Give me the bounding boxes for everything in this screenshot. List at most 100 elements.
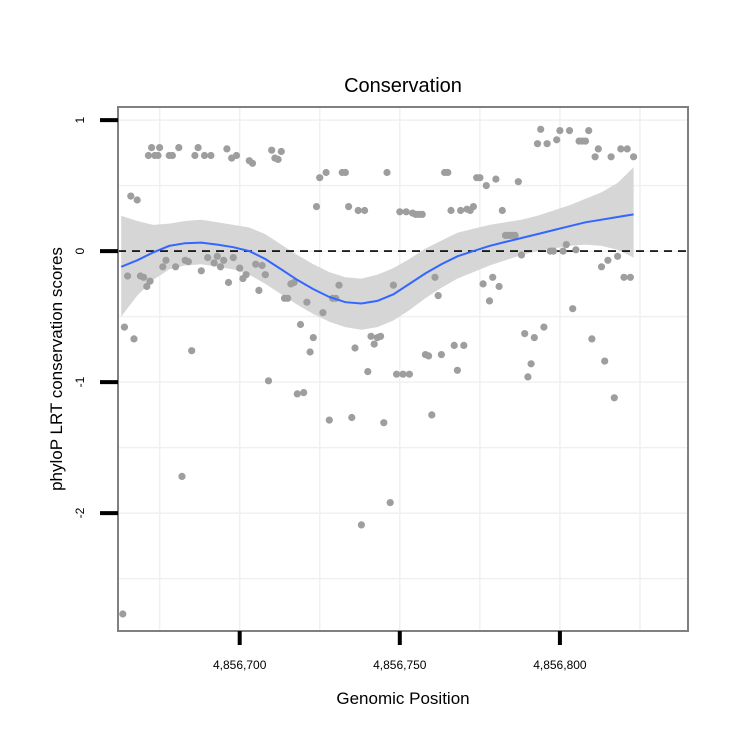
data-point bbox=[405, 370, 413, 378]
data-point bbox=[348, 413, 356, 422]
data-point bbox=[485, 297, 494, 305]
data-point bbox=[524, 373, 532, 381]
panel-border bbox=[117, 106, 689, 632]
data-point bbox=[159, 263, 167, 271]
x-axis-title: Genomic Position bbox=[336, 689, 469, 708]
data-point bbox=[617, 145, 625, 153]
data-point bbox=[386, 499, 394, 507]
y-axis-title: phyloP LRT conservation scores bbox=[47, 247, 66, 491]
data-point bbox=[389, 281, 397, 289]
x-axis: 4,856,700 4,856,750 4,856,800 bbox=[213, 631, 587, 672]
data-point bbox=[354, 206, 362, 215]
data-point bbox=[437, 351, 445, 359]
data-point bbox=[565, 127, 574, 135]
data-point bbox=[309, 334, 317, 342]
data-point bbox=[549, 247, 558, 255]
data-point bbox=[312, 203, 321, 211]
data-point bbox=[630, 153, 638, 161]
data-point bbox=[581, 137, 590, 145]
y-tick-label: -1 bbox=[73, 376, 87, 387]
data-point bbox=[197, 267, 205, 275]
y-axis: 1 0 -1 -2 bbox=[73, 116, 118, 518]
data-point bbox=[614, 252, 622, 260]
data-point bbox=[216, 263, 225, 271]
data-point bbox=[316, 174, 324, 182]
data-point bbox=[191, 151, 199, 160]
data-point bbox=[572, 246, 580, 254]
data-point bbox=[393, 370, 401, 378]
data-point bbox=[178, 472, 186, 480]
data-point bbox=[296, 320, 305, 329]
data-point bbox=[607, 153, 615, 161]
data-point bbox=[489, 273, 497, 281]
data-point bbox=[274, 155, 282, 163]
data-point bbox=[370, 340, 378, 348]
data-point bbox=[207, 151, 215, 160]
data-point bbox=[268, 146, 276, 154]
data-point bbox=[517, 251, 526, 259]
data-point bbox=[248, 159, 257, 167]
data-point bbox=[434, 292, 442, 300]
data-point bbox=[258, 261, 266, 270]
data-point bbox=[341, 168, 349, 177]
data-point bbox=[431, 273, 439, 281]
data-point bbox=[495, 282, 503, 291]
data-point bbox=[223, 145, 231, 153]
data-point bbox=[255, 286, 263, 294]
data-point bbox=[210, 259, 218, 267]
data-point bbox=[120, 323, 128, 331]
data-point bbox=[476, 174, 484, 182]
data-point bbox=[447, 206, 455, 215]
data-point bbox=[290, 278, 298, 287]
data-point bbox=[172, 263, 180, 271]
data-point bbox=[527, 360, 535, 368]
data-point bbox=[562, 241, 570, 249]
data-point bbox=[300, 389, 308, 397]
data-point bbox=[293, 390, 301, 398]
data-point bbox=[194, 144, 202, 152]
data-point bbox=[540, 323, 548, 331]
data-point bbox=[588, 335, 596, 343]
panel-background bbox=[118, 107, 688, 631]
data-point bbox=[364, 368, 372, 376]
data-point bbox=[204, 254, 212, 262]
data-point bbox=[277, 147, 285, 156]
data-point bbox=[264, 377, 273, 385]
data-point bbox=[357, 521, 365, 529]
data-point bbox=[242, 271, 250, 279]
data-point bbox=[184, 258, 192, 266]
data-point bbox=[124, 272, 132, 280]
data-point bbox=[162, 256, 170, 264]
data-point bbox=[383, 168, 391, 177]
data-point bbox=[380, 419, 388, 427]
data-point bbox=[498, 206, 506, 215]
data-point bbox=[402, 208, 410, 216]
data-point bbox=[224, 278, 233, 287]
data-point bbox=[556, 127, 564, 135]
data-point bbox=[479, 280, 487, 288]
data-point bbox=[601, 357, 609, 365]
data-point bbox=[418, 210, 426, 218]
data-point bbox=[482, 182, 490, 190]
data-point bbox=[133, 196, 141, 204]
data-point bbox=[604, 256, 612, 264]
data-point bbox=[521, 330, 529, 338]
data-point bbox=[530, 334, 538, 342]
data-point bbox=[345, 203, 353, 211]
data-point bbox=[514, 178, 522, 186]
data-point bbox=[591, 153, 599, 161]
data-point bbox=[453, 366, 461, 374]
plot-panel bbox=[117, 106, 689, 632]
data-point bbox=[569, 305, 577, 313]
data-point bbox=[119, 610, 127, 618]
data-point bbox=[127, 192, 135, 200]
data-point bbox=[585, 127, 593, 135]
data-point bbox=[511, 231, 519, 239]
data-point bbox=[200, 151, 209, 160]
data-point bbox=[213, 252, 221, 260]
data-point bbox=[533, 140, 542, 148]
data-point bbox=[425, 352, 433, 360]
data-point bbox=[553, 136, 561, 144]
data-point bbox=[322, 168, 330, 177]
